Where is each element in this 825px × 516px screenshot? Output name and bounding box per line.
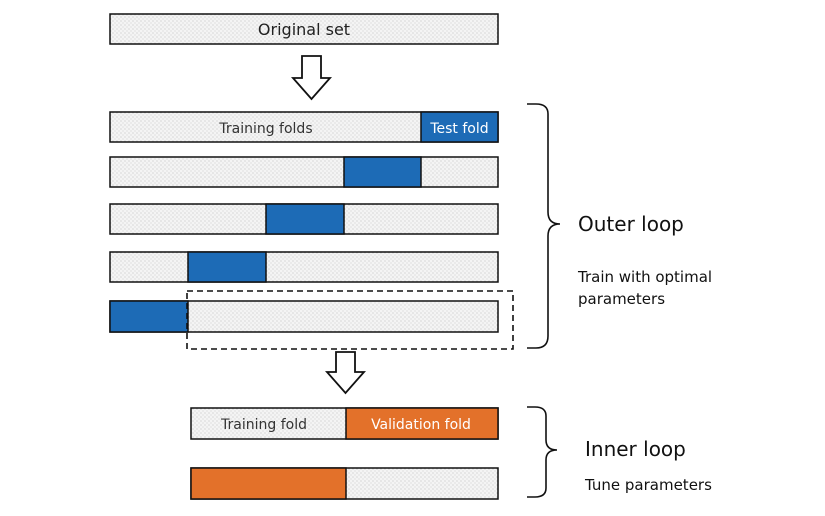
outer-fold-row-4: [109, 251, 499, 283]
training-folds-label: Training folds: [218, 121, 312, 137]
test-fold: [109, 300, 189, 333]
outer-fold-row-5: [109, 300, 499, 333]
original-set-bar: [109, 13, 499, 45]
inner-loop-brace: [527, 406, 558, 498]
original-set-label: Original set: [258, 20, 350, 39]
inner-fold-row-2: [190, 467, 499, 500]
test-fold-label: Test fold: [429, 121, 488, 137]
validation-fold: [345, 407, 499, 440]
down-arrow-icon: [291, 55, 332, 101]
training-fold-label: Training fold: [220, 417, 307, 433]
validation-fold: [190, 467, 347, 500]
test-fold: [343, 156, 422, 188]
down-arrow-icon: [325, 351, 366, 395]
validation-fold-label: Validation fold: [371, 417, 471, 433]
outer-loop-subtitle-line2: parameters: [578, 290, 666, 308]
test-fold: [265, 203, 345, 235]
dashed-selection-box: [186, 290, 514, 350]
outer-fold-row-1: Training folds Test fold: [109, 111, 499, 143]
outer-fold-row-2: [109, 156, 499, 188]
outer-loop-label: Outer loop: [578, 212, 684, 236]
outer-loop-brace: [527, 103, 561, 349]
inner-loop-subtitle: Tune parameters: [585, 476, 712, 494]
inner-loop-label: Inner loop: [585, 437, 686, 461]
test-fold: [420, 111, 499, 143]
outer-fold-row-3: [109, 203, 499, 235]
outer-loop-subtitle-line1: Train with optimal: [578, 268, 713, 286]
test-fold: [187, 251, 267, 283]
inner-fold-row-1: Training fold Validation fold: [190, 407, 499, 440]
